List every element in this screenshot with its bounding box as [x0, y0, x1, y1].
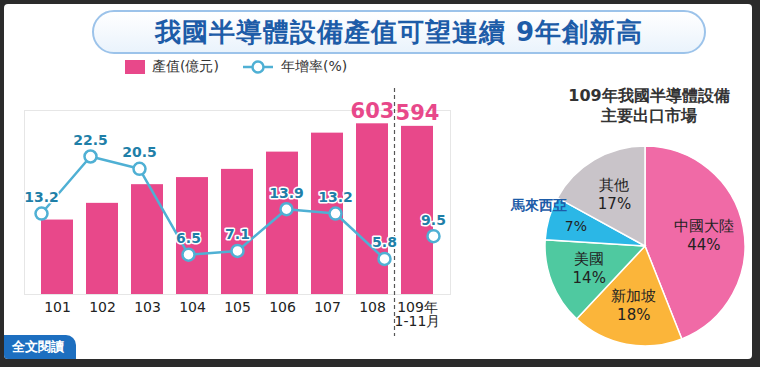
svg-text:18%: 18%	[617, 306, 650, 324]
svg-text:102: 102	[89, 299, 116, 315]
svg-text:6.5: 6.5	[176, 230, 201, 246]
svg-text:101: 101	[44, 299, 71, 315]
html-text:我國半導體設備產值可望連續 9年創新高: 我國半導體設備產值可望連續 9年創新高	[154, 17, 644, 47]
html-text:109年我國半導體設備: 109年我國半導體設備	[568, 86, 730, 105]
svg-text:5.8: 5.8	[372, 234, 397, 250]
html-text:年增率(%): 年增率(%)	[280, 58, 348, 74]
svg-text:20.5: 20.5	[122, 144, 157, 160]
svg-text:104: 104	[179, 299, 206, 315]
svg-text:22.5: 22.5	[73, 132, 108, 148]
svg-text:103: 103	[134, 299, 161, 315]
svg-text:106: 106	[269, 299, 296, 315]
svg-text:603: 603	[351, 99, 395, 123]
svg-text:其他: 其他	[599, 176, 629, 194]
svg-text:14%: 14%	[573, 269, 606, 287]
svg-text:107: 107	[314, 299, 341, 315]
svg-text:美國: 美國	[574, 250, 604, 268]
svg-text:109年1-11月: 109年1-11月	[395, 299, 441, 329]
html-text:產值(億元): 產值(億元)	[152, 58, 219, 74]
svg-text:13.2: 13.2	[24, 189, 59, 205]
svg-text:13.9: 13.9	[269, 185, 304, 201]
svg-text:7.1: 7.1	[225, 226, 250, 242]
svg-text:9.5: 9.5	[421, 212, 446, 228]
svg-text:7%: 7%	[565, 218, 587, 234]
svg-text:594: 594	[396, 101, 440, 125]
svg-text:中國大陸: 中國大陸	[674, 217, 734, 235]
svg-text:馬來西亞: 馬來西亞	[510, 197, 567, 213]
svg-text:新加坡: 新加坡	[611, 287, 656, 305]
html-text:全文閱讀: 全文閱讀	[12, 339, 64, 354]
html-text:主要出口市場: 主要出口市場	[601, 106, 697, 125]
svg-text:44%: 44%	[687, 236, 720, 254]
svg-text:105: 105	[224, 299, 251, 315]
svg-text:108: 108	[359, 299, 386, 315]
svg-text:17%: 17%	[598, 195, 631, 213]
svg-text:13.2: 13.2	[318, 189, 353, 205]
